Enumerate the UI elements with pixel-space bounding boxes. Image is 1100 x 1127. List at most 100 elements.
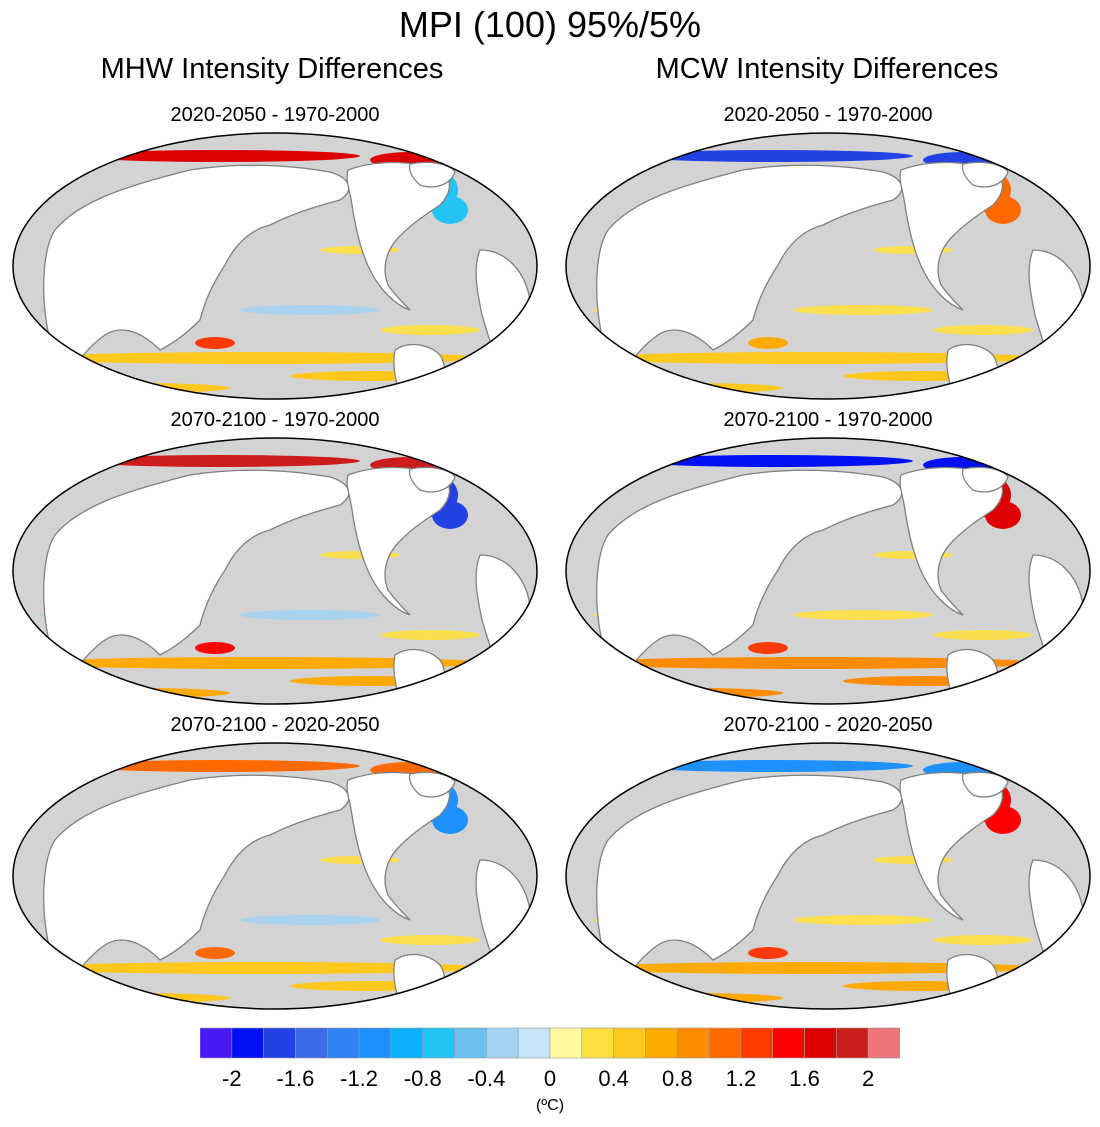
land-samerica [946,953,999,1009]
map-panel-mcw-1: 2020-2050 - 1970-2000 [563,104,1093,404]
world-map [12,742,538,1010]
anomaly-tasman [195,642,235,654]
colorbar-swatch [549,1027,583,1059]
colorbar-swatch [295,1027,328,1059]
figure-title: MPI (100) 95%/5% [398,4,702,45]
anomaly-southern-ocean [583,657,1043,669]
anomaly-southern-ocean [30,962,490,974]
land-asia [43,774,350,981]
anomaly-tasman [195,337,235,349]
colorbar-tick-label: 0.4 [598,1066,629,1091]
land-greenland [408,771,456,798]
colorbar-swatch [358,1027,392,1059]
colorbar-tick-label: -0.4 [467,1066,505,1091]
land-samerica [946,648,999,704]
colorbar-swatch [517,1027,551,1059]
colorbar-tick-label: 1.6 [789,1066,820,1091]
colorbar-tick-label: -2 [222,1066,242,1091]
anomaly-arctic-rim [80,760,360,772]
anomaly-southern-ocean [603,993,783,1003]
world-map [12,132,538,400]
map-panel-mhw-1: 2020-2050 - 1970-2000 [10,104,540,404]
colorbar-tick-label: 0.8 [662,1066,693,1091]
colorbar-swatch [740,1027,774,1059]
anomaly-band [380,935,480,945]
world-map [565,437,1091,705]
colorbar-swatch [613,1027,646,1059]
map-border [565,742,1091,1010]
land-samerica [393,953,446,1009]
anomaly-band [933,325,1033,335]
colorbar-tick-label: -1.6 [276,1066,314,1091]
column-title-mcw: MCW Intensity Differences [655,53,999,85]
anomaly-arctic-rim [633,150,913,162]
colorbar-unit: (ºC) [535,1097,565,1114]
land-greenland [408,466,456,493]
colorbar-swatch [486,1027,519,1059]
anomaly-southern-ocean [583,352,1043,364]
anomaly-band [240,610,380,620]
map-panel-mcw-2: 2070-2100 - 1970-2000 [563,409,1093,709]
anomaly-southern-ocean [50,688,230,698]
panel-title: 2020-2050 - 1970-2000 [723,104,933,126]
land-greenland [961,161,1009,188]
colorbar-swatch [676,1027,710,1059]
colorbar-swatch [581,1027,614,1059]
colorbar-swatch [231,1027,264,1059]
panel-title: 2070-2100 - 1970-2000 [170,409,380,431]
land-greenland [961,466,1009,493]
anomaly-band [793,915,933,925]
colorbar-swatch [326,1027,360,1059]
land-greenland [408,161,456,188]
land-asia [596,164,903,371]
land-asia [43,164,350,371]
anomaly-southern-ocean [50,993,230,1003]
anomaly-band [380,630,480,640]
panel-title: 2070-2100 - 1970-2000 [723,409,933,431]
world-map [565,742,1091,1010]
anomaly-southern-ocean [50,383,230,393]
panel-title: 2070-2100 - 2020-2050 [170,714,380,736]
anomaly-band [793,610,933,620]
anomaly-band [240,915,380,925]
colorbar-swatch [708,1027,742,1059]
map-border [565,132,1091,400]
colorbar-swatch [263,1027,296,1059]
panel-title: 2070-2100 - 2020-2050 [723,714,933,736]
world-map [565,132,1091,400]
anomaly-tasman [748,337,788,349]
colorbar-swatch [804,1027,837,1059]
colorbar-tick-label: 1.2 [726,1066,757,1091]
land-asia [596,469,903,676]
anomaly-band [240,305,380,315]
anomaly-band [933,935,1033,945]
anomaly-southern-ocean [30,352,490,364]
land-samerica [393,648,446,704]
anomaly-tasman [748,642,788,654]
panel-title: 2020-2050 - 1970-2000 [170,104,380,126]
map-panel-mhw-2: 2070-2100 - 1970-2000 [10,409,540,709]
anomaly-arctic-rim [80,150,360,162]
colorbar-swatch [867,1027,900,1059]
anomaly-band [793,305,933,315]
colorbar-tick-label: 0 [544,1066,556,1091]
colorbar: -2 -1.6 -1.2 -0.8 -0.4 0 0.4 0.8 1.2 1.6 2 [200,1027,900,1091]
anomaly-tasman [748,947,788,959]
anomaly-arctic-rim [633,760,913,772]
colorbar-swatch [772,1027,805,1059]
land-asia [43,469,350,676]
world-map [12,437,538,705]
land-samerica [946,343,999,399]
colorbar-tick-label: -0.8 [404,1066,442,1091]
colorbar-swatch [200,1027,233,1059]
map-panel-mhw-3: 2070-2100 - 2020-2050 [10,714,540,1014]
colorbar-swatch [836,1027,869,1059]
anomaly-southern-ocean [603,688,783,698]
colorbar-tick-label: -1.2 [340,1066,378,1091]
colorbar-swatch [390,1027,424,1059]
map-border [12,742,538,1010]
anomaly-band [380,325,480,335]
land-samerica [393,343,446,399]
colorbar-swatch [422,1027,455,1059]
anomaly-arctic-rim [633,455,913,467]
